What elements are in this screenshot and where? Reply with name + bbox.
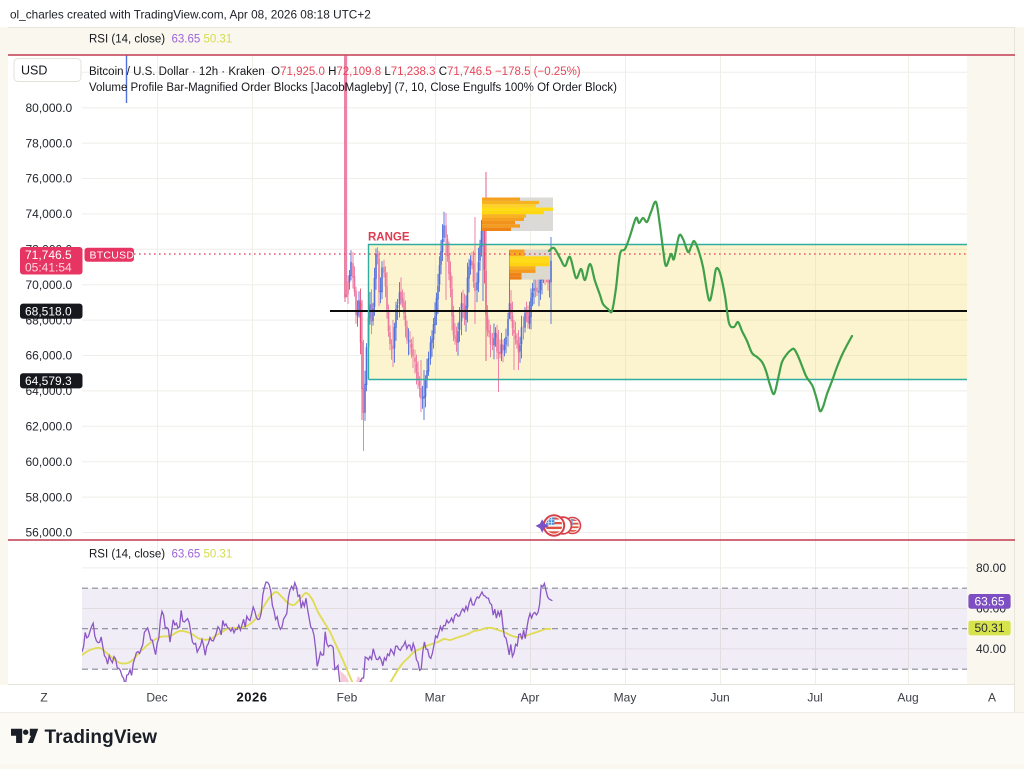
svg-text:74,000.0: 74,000.0 (26, 207, 73, 221)
svg-text:60,000.0: 60,000.0 (26, 455, 73, 469)
svg-text:66,000.0: 66,000.0 (26, 349, 73, 363)
svg-text:70,000.0: 70,000.0 (26, 278, 73, 292)
svg-text:80,000.0: 80,000.0 (26, 101, 73, 115)
svg-text:80.00: 80.00 (976, 561, 1006, 575)
svg-text:RANGE: RANGE (368, 232, 410, 244)
svg-text:68,518.0: 68,518.0 (25, 305, 72, 319)
svg-text:ol_charles created with Tradin: ol_charles created with TradingView.com,… (10, 8, 371, 22)
svg-text:Dec: Dec (146, 691, 167, 705)
svg-text:TradingView: TradingView (45, 727, 158, 748)
svg-text:05:41:54: 05:41:54 (25, 261, 72, 275)
svg-text:Mar: Mar (425, 691, 446, 705)
svg-text:50.31: 50.31 (974, 621, 1004, 635)
svg-text:Jun: Jun (710, 691, 729, 705)
svg-text:Volume Profile Bar-Magnified O: Volume Profile Bar-Magnified Order Block… (89, 82, 617, 94)
svg-text:76,000.0: 76,000.0 (26, 172, 73, 186)
svg-text:78,000.0: 78,000.0 (26, 136, 73, 150)
svg-text:64,579.3: 64,579.3 (25, 374, 72, 388)
svg-text:Bitcoin / U.S. Dollar · 12h ·: Bitcoin / U.S. Dollar · 12h · Kraken O71… (89, 66, 581, 78)
svg-text:May: May (614, 691, 637, 705)
svg-text:2026: 2026 (237, 690, 268, 705)
svg-text:63.65: 63.65 (974, 595, 1004, 609)
svg-text:RSI (14, close) 63.65 50.31: RSI (14, close) 63.65 50.31 (89, 34, 232, 46)
svg-text:62,000.0: 62,000.0 (26, 420, 73, 434)
svg-text:Aug: Aug (897, 691, 918, 705)
svg-text:BTCUSD: BTCUSD (90, 250, 135, 262)
svg-text:56,000.0: 56,000.0 (26, 526, 73, 540)
svg-text:Apr: Apr (521, 691, 540, 705)
svg-text:71,746.5: 71,746.5 (25, 248, 72, 262)
svg-text:A: A (988, 691, 996, 705)
svg-text:USD: USD (21, 64, 47, 78)
svg-text:Z: Z (40, 691, 47, 705)
svg-text:40.00: 40.00 (976, 642, 1006, 656)
svg-text:RSI (14, close) 63.65 50.31: RSI (14, close) 63.65 50.31 (89, 549, 232, 561)
svg-text:Jul: Jul (807, 691, 822, 705)
svg-text:58,000.0: 58,000.0 (26, 490, 73, 504)
svg-text:Feb: Feb (337, 691, 358, 705)
